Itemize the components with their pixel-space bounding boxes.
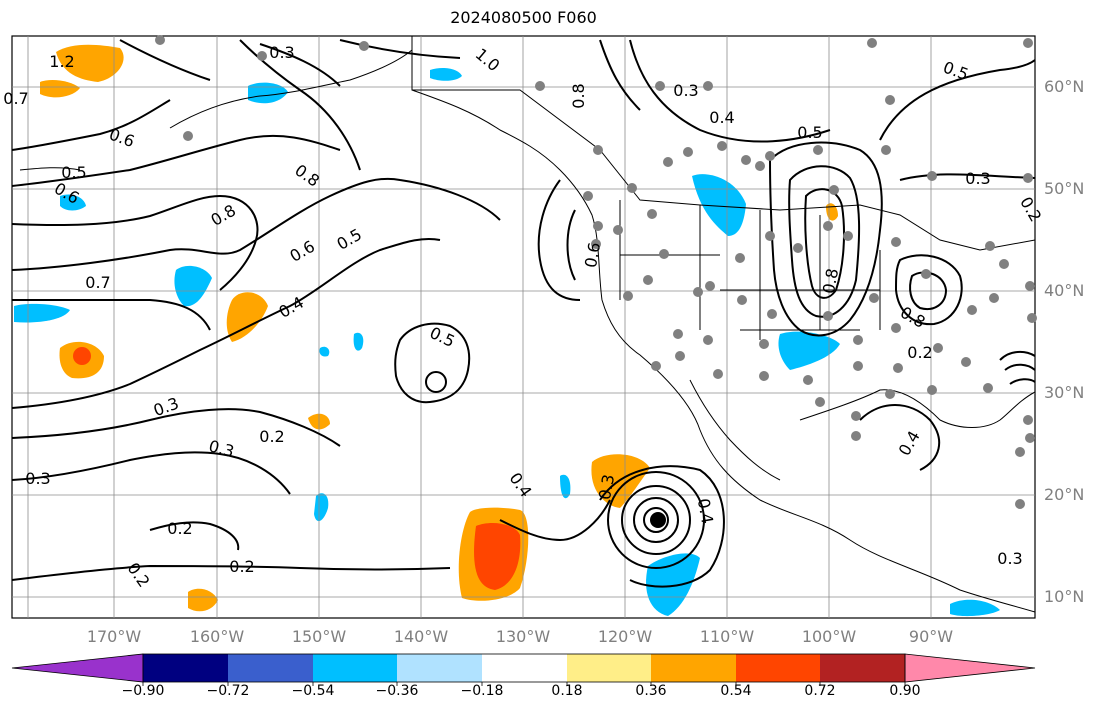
neg-area-13 <box>319 346 330 357</box>
neg-area-6 <box>950 599 1000 617</box>
contour-label: 0.6 <box>581 241 604 269</box>
fill-area-7 <box>56 44 124 82</box>
colorbar-tick-label: −0.72 <box>206 683 250 699</box>
neg-area-5 <box>646 553 700 616</box>
colorbar-bin <box>143 654 228 682</box>
fill-area-3 <box>591 454 650 508</box>
neg-area-12 <box>353 332 364 351</box>
lat-label: 30°N <box>1044 383 1085 402</box>
contour-label: 0.7 <box>85 273 110 292</box>
lon-label: 170°W <box>86 627 142 646</box>
neg-area-7 <box>248 82 288 104</box>
contours <box>11 39 1036 588</box>
contour-label: 0.2 <box>229 557 254 576</box>
neg-area-8 <box>430 68 462 81</box>
colorbar-outline <box>142 653 906 683</box>
lon-label: 90°W <box>908 627 954 646</box>
lon-label: 150°W <box>291 627 347 646</box>
colorbar-extend-left <box>11 653 144 683</box>
colorbar-bin <box>820 654 905 682</box>
colorbar-bin <box>736 654 820 682</box>
lon-label: 120°W <box>597 627 653 646</box>
contour-label: 0.7 <box>3 89 28 108</box>
fill-area-5 <box>73 347 91 365</box>
colorbar-tick-label: −0.18 <box>460 683 504 699</box>
contour-label: 0.5 <box>61 163 86 182</box>
colorbar-bin <box>482 654 567 682</box>
fill-area-9 <box>188 588 218 612</box>
colorbar-tick-label: −0.54 <box>291 683 335 699</box>
lon-label: 100°W <box>801 627 857 646</box>
colorbar-tick-label: −0.90 <box>121 683 165 699</box>
contour-label: 0.3 <box>997 549 1022 568</box>
colorbar-tick-label: 0.36 <box>635 683 667 699</box>
fill-area-8 <box>40 80 80 98</box>
neg-area-1 <box>692 174 746 236</box>
positive-anomaly-fills <box>40 44 838 612</box>
lon-label: 140°W <box>393 627 449 646</box>
contour-label: 0.3 <box>595 473 618 501</box>
colorbar-tick-label: −0.36 <box>375 683 419 699</box>
colorbar-extend-right <box>904 653 1036 683</box>
contour-label: 0.3 <box>673 81 698 100</box>
contour-label: 0.8 <box>569 83 588 108</box>
neg-area-9 <box>60 194 86 211</box>
lon-label: 110°W <box>699 627 755 646</box>
contour-label: 0.3 <box>965 169 990 188</box>
lat-label: 40°N <box>1044 281 1085 300</box>
neg-area-3 <box>174 265 212 307</box>
colorbar-bin <box>228 654 313 682</box>
colorbar-bin <box>397 654 482 682</box>
lon-label: 130°W <box>495 627 551 646</box>
lon-label: 160°W <box>189 627 245 646</box>
graticule <box>12 36 1035 618</box>
neg-area-2 <box>778 331 840 370</box>
contour-label: 0.3 <box>25 469 50 488</box>
neg-area-10 <box>314 493 329 522</box>
neg-area-11 <box>560 474 571 499</box>
colorbar-tick-label: 0.18 <box>551 683 583 699</box>
lat-label: 50°N <box>1044 179 1085 198</box>
contour-label: 0.2 <box>907 343 932 362</box>
station-dots <box>155 35 1037 509</box>
colorbar <box>11 653 1036 686</box>
contour-label: 0.2 <box>167 519 192 538</box>
colorbar-tick-label: 0.54 <box>720 683 752 699</box>
colorbar-bin <box>651 654 736 682</box>
lat-label: 10°N <box>1044 587 1085 606</box>
fill-area-2 <box>474 523 521 590</box>
colorbar-tick-label: 0.72 <box>804 683 836 699</box>
fill-area-6 <box>226 292 268 342</box>
contour-label: 0.2 <box>259 427 284 446</box>
contour-label: 0.3 <box>269 43 294 62</box>
lat-label: 20°N <box>1044 485 1085 504</box>
contour-label: 0.4 <box>709 108 734 127</box>
colorbar-bin <box>567 654 651 682</box>
contour-label: 0.5 <box>797 123 822 142</box>
colorbar-bin <box>313 654 397 682</box>
colorbar-tick-label: 0.90 <box>889 683 921 699</box>
lat-label: 60°N <box>1044 77 1085 96</box>
contour-label: 0.8 <box>819 267 842 295</box>
map-title: 2024080500 F060 <box>450 8 597 27</box>
contour-label: 1.2 <box>49 52 74 71</box>
contour-label: 0.4 <box>694 497 717 525</box>
storm-center-marker <box>650 512 666 528</box>
